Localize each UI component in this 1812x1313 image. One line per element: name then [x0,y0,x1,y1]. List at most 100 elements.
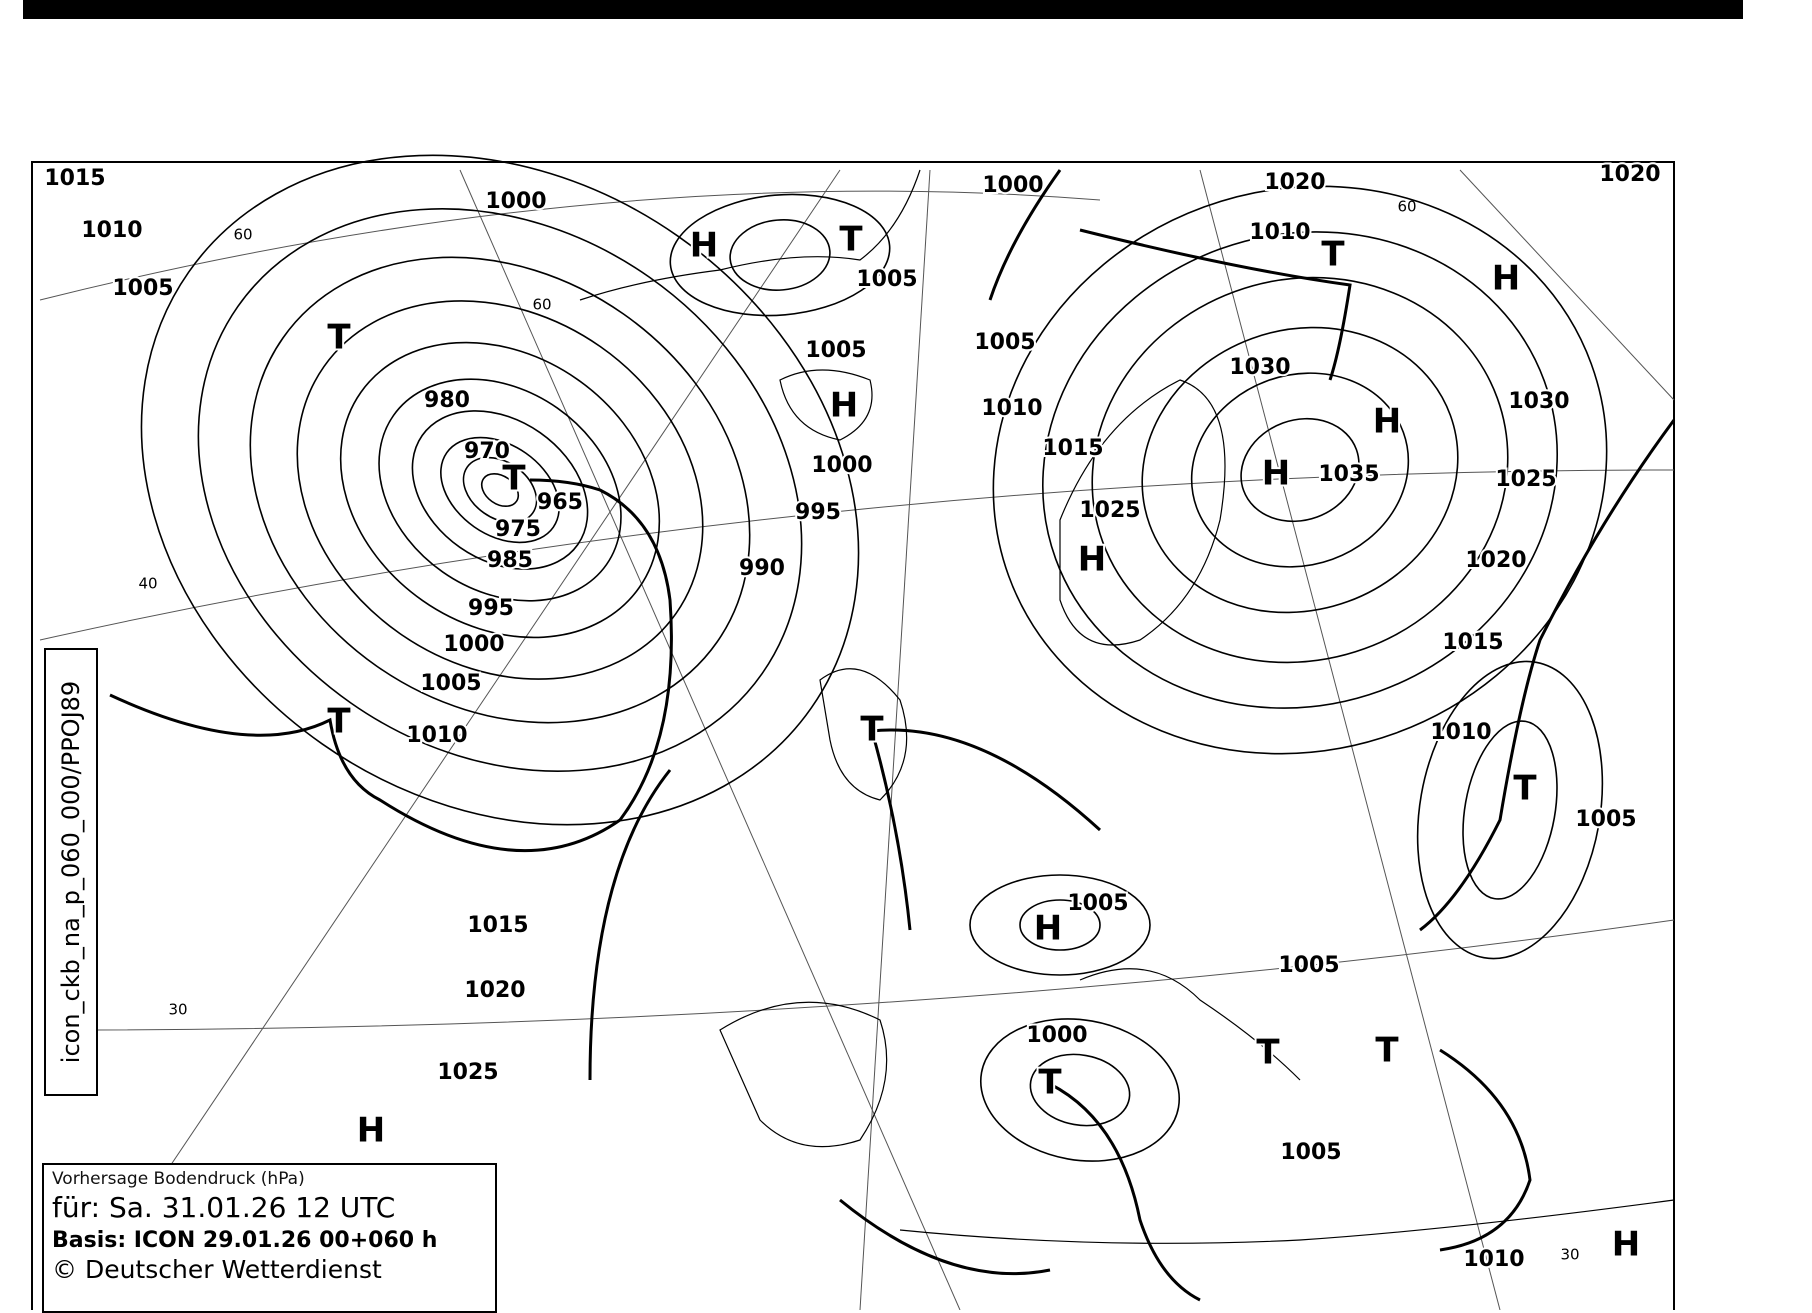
high-pressure-marker: H [1492,259,1520,299]
isobar [1141,326,1459,614]
isobar-label: 1020 [1465,548,1526,573]
isobar-label: 1000 [485,189,546,214]
isobar [1416,660,1604,960]
isobar-label: 1005 [1278,953,1339,978]
isobar-label: 1005 [112,276,173,301]
isobar [296,300,704,680]
isobar-label: 975 [495,517,541,542]
isobar-label: 1000 [982,173,1043,198]
isobar-label: 1010 [981,396,1042,421]
isobar-label: 1000 [443,632,504,657]
occluded-front [109,478,673,853]
legend-model-basis: Basis: ICON 29.01.26 00+060 h [52,1228,438,1253]
longitude-line [1459,169,1675,401]
latitude-label: 30 [168,1001,187,1019]
isobar-label: 970 [464,439,510,464]
isobar-label: 1010 [406,723,467,748]
isobar-label: 1030 [1229,355,1290,380]
isobar-label: 1025 [1495,467,1556,492]
low-pressure-marker: T [1513,769,1537,809]
isobar-label: 980 [424,388,470,413]
low-pressure-marker: T [1375,1031,1399,1071]
isobar-label: 1005 [856,267,917,292]
isobar-label: 1010 [1463,1247,1524,1272]
cold-front [1419,419,1676,932]
product-id: icon_ckb_na_p_060_000/PPOJ89 [57,680,85,1064]
isobar [378,378,622,602]
isobar [249,256,751,724]
isobar-label: 985 [487,548,533,573]
cold-front [588,769,672,1081]
isobar-label: 1000 [811,453,872,478]
fronts [109,169,1676,1302]
legend-valid-time: für: Sa. 31.01.26 12 UTC [52,1191,396,1224]
cold-front [1049,1082,1201,1302]
isobar-label: 1020 [1599,162,1660,187]
isobar-label: 1005 [974,330,1035,355]
low-pressure-marker: T [502,459,526,499]
isobar [1029,1053,1131,1127]
isobar [1019,899,1101,951]
map-frame [31,161,1675,1310]
isobar-label: 1015 [44,166,105,191]
isobar-label: 1010 [1430,720,1491,745]
low-pressure-marker: T [327,702,351,742]
isobar-label: 1015 [467,913,528,938]
british-isles-coast [819,668,908,801]
high-pressure-marker: H [1373,402,1401,442]
isobar-label: 1025 [1079,498,1140,523]
isobar [411,410,589,570]
isobar-label: 1005 [1067,891,1128,916]
isobar [979,1018,1181,1162]
low-pressure-marker: T [1256,1033,1280,1073]
high-pressure-marker: H [357,1111,385,1151]
isobar [1462,720,1558,900]
low-pressure-marker: T [839,220,863,260]
legend-title: Vorhersage Bodendruck (hPa) [52,1169,305,1189]
isobar [1190,372,1410,568]
isobar-label: 1020 [464,978,525,1003]
isobar [1240,417,1360,523]
isobars [140,154,1608,1162]
isobar-label: 1010 [1249,220,1310,245]
latitude-line [39,469,1675,641]
scandinavia-coast [1059,379,1226,646]
low-pressure-marker: T [1321,235,1345,275]
isobar-label: 1015 [1442,630,1503,655]
isobar-label: 995 [468,596,514,621]
isobar-label: 1005 [805,338,866,363]
greenland-coast [579,169,921,301]
isobar [1091,276,1509,664]
isobar-label: 1025 [437,1060,498,1085]
high-pressure-marker: H [830,386,858,426]
isobar [729,219,831,291]
product-id-box: icon_ckb_na_p_060_000/PPOJ89 [44,648,98,1096]
iceland-coast [779,369,873,441]
isobar [339,341,661,639]
isobar [669,193,891,317]
high-pressure-marker: H [690,226,718,266]
latitude-label: 40 [138,575,157,593]
isobar-label: 1020 [1264,170,1325,195]
africa-coast [899,1199,1675,1244]
top-black-bar [23,0,1743,19]
isobar-label: 1005 [1280,1140,1341,1165]
latitude-label: 60 [532,296,551,314]
isobar [197,208,803,772]
latitude-label: 60 [1397,198,1416,216]
latitude-label: 30 [1560,1246,1579,1264]
italy-coast [1079,968,1301,1081]
latitude-label: 60 [233,226,252,244]
pressure-systems: H H H H H H H H H T T T T T T T T T T [325,218,1642,1267]
longitude-line [459,169,961,1310]
isobar [462,456,538,524]
low-pressure-marker: T [327,318,351,358]
coastlines [579,169,1675,1244]
isobar-label: 1035 [1318,462,1379,487]
high-pressure-marker: H [1612,1225,1640,1265]
legend-box: Vorhersage Bodendruck (hPa) für: Sa. 31.… [42,1163,497,1313]
isobar-label: 990 [739,556,785,581]
isobar-label: 965 [537,490,583,515]
